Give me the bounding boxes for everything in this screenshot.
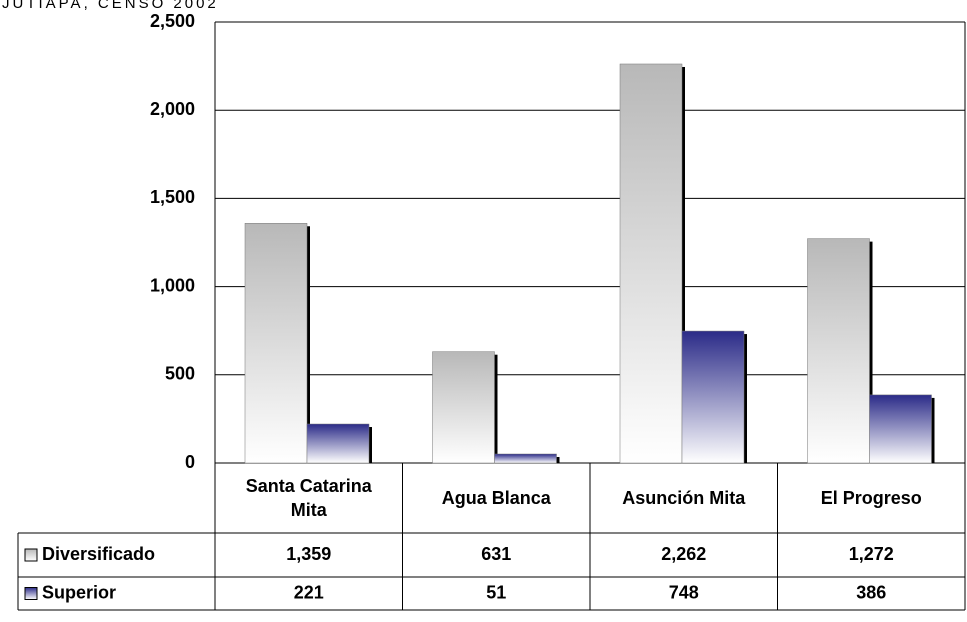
y-tick-label: 1,000 <box>150 275 195 295</box>
chart-title: JUTIAPA, CENSO 2002 <box>2 0 219 12</box>
y-tick-label: 500 <box>165 364 195 384</box>
table-value: 1,359 <box>286 544 331 564</box>
table-value: 748 <box>669 582 699 602</box>
y-tick-label: 1,500 <box>150 187 195 207</box>
y-tick-label: 2,500 <box>150 11 195 31</box>
table-value: 221 <box>294 582 324 602</box>
table-value: 2,262 <box>661 544 706 564</box>
bar <box>306 423 370 464</box>
x-tick-label: Santa Catarina Mita <box>245 476 372 520</box>
x-tick-label-box: El Progreso <box>820 488 922 508</box>
bar <box>432 351 495 464</box>
x-tick-label: Agua Blanca <box>441 488 551 508</box>
bar <box>681 330 745 464</box>
x-tick-label-box: Santa Catarina Mita <box>245 476 372 520</box>
y-tick-label: 0 <box>185 452 195 472</box>
bar <box>494 453 557 464</box>
legend-label: Superior <box>42 582 116 602</box>
x-tick-label: Asunción Mita <box>622 488 746 508</box>
x-tick-label-box: Agua Blanca <box>441 488 551 508</box>
table-value: 386 <box>856 582 886 602</box>
legend-key <box>24 548 38 562</box>
x-tick-label-box: Asunción Mita <box>622 488 746 508</box>
x-tick-label: El Progreso <box>820 488 922 508</box>
table-value: 1,272 <box>849 544 894 564</box>
bar <box>869 394 932 464</box>
table-value: 631 <box>481 544 511 564</box>
y-tick-label: 2,000 <box>150 99 195 119</box>
bar <box>807 238 870 464</box>
bar <box>244 223 308 464</box>
table-value: 51 <box>486 582 506 602</box>
legend-label: Diversificado <box>42 544 155 564</box>
legend-key <box>24 587 38 600</box>
bar <box>619 63 683 464</box>
